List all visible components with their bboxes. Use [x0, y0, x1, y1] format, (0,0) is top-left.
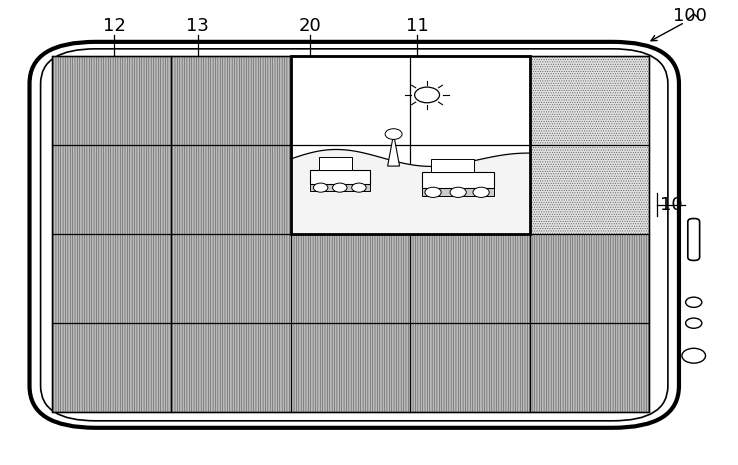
Text: 12: 12	[103, 17, 125, 34]
Bar	[530, 323, 649, 412]
Bar	[291, 323, 410, 412]
Bar	[291, 145, 410, 233]
Bar	[530, 233, 649, 323]
Circle shape	[425, 187, 441, 198]
Bar	[291, 56, 530, 233]
Bar	[310, 183, 370, 191]
Bar	[52, 145, 171, 233]
Bar	[530, 323, 649, 412]
Bar	[410, 233, 530, 323]
Bar	[291, 323, 410, 412]
Bar	[171, 323, 291, 412]
Circle shape	[385, 129, 402, 140]
Bar	[52, 323, 171, 412]
Bar	[530, 233, 649, 323]
Bar	[171, 145, 291, 233]
Circle shape	[686, 297, 702, 307]
Text: 13: 13	[187, 17, 209, 34]
Circle shape	[314, 183, 328, 192]
Bar	[530, 56, 649, 145]
Polygon shape	[387, 134, 399, 166]
Bar	[530, 56, 649, 145]
Circle shape	[352, 183, 366, 192]
Bar	[52, 56, 649, 412]
Bar	[410, 323, 530, 412]
Bar	[171, 56, 291, 145]
Bar	[410, 56, 530, 145]
Bar	[291, 56, 530, 233]
Bar	[171, 56, 291, 145]
FancyBboxPatch shape	[688, 219, 700, 260]
Bar	[319, 157, 352, 170]
Bar	[410, 145, 530, 233]
Bar	[52, 56, 171, 145]
Circle shape	[450, 187, 466, 198]
Bar	[291, 233, 410, 323]
Bar	[52, 323, 171, 412]
Circle shape	[473, 187, 489, 198]
Bar	[171, 233, 291, 323]
Text: 10: 10	[661, 196, 683, 213]
Circle shape	[333, 183, 347, 192]
Bar	[52, 56, 171, 145]
Text: 11: 11	[406, 17, 428, 34]
Bar	[310, 170, 370, 184]
FancyBboxPatch shape	[30, 42, 679, 428]
Bar	[410, 323, 530, 412]
Bar	[52, 233, 171, 323]
Text: 100: 100	[673, 7, 707, 25]
Bar	[171, 323, 291, 412]
Bar	[171, 233, 291, 323]
Bar	[422, 187, 494, 197]
Text: 20: 20	[299, 17, 321, 34]
Bar	[171, 145, 291, 233]
Bar	[291, 233, 410, 323]
Bar	[422, 173, 494, 188]
Circle shape	[686, 318, 702, 328]
Bar	[431, 159, 474, 173]
Bar	[410, 233, 530, 323]
Bar	[52, 233, 171, 323]
Bar	[530, 145, 649, 233]
Bar	[291, 56, 410, 145]
Circle shape	[682, 348, 706, 363]
Bar	[52, 145, 171, 233]
Bar	[530, 145, 649, 233]
